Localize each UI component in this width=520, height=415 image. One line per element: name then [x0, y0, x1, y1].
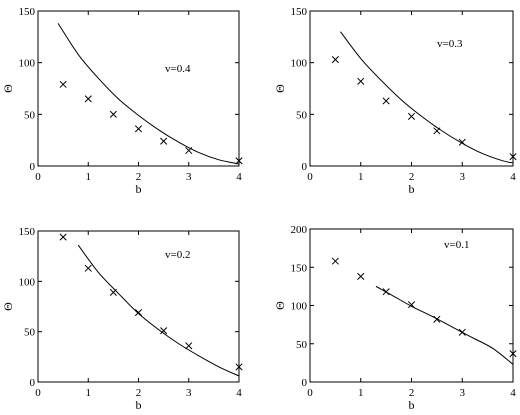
data-point-marker [59, 80, 67, 88]
data-point-marker [160, 327, 168, 335]
chart-panel-3: 0 1 2 3 4 0 50 100 150 b Θv=0.2 [1, 226, 243, 412]
y-axis-label: Θ [1, 84, 15, 93]
x-tick-label: 4 [236, 171, 242, 183]
fit-curve [57, 23, 240, 165]
x-axis-label: b [409, 182, 415, 196]
x-tick-label: 4 [510, 387, 516, 399]
plot-frame [37, 10, 240, 167]
plot-frame [309, 228, 514, 383]
panel-annotation: v=0.2 [165, 249, 190, 261]
data-point-marker [331, 56, 339, 64]
x-axis-label: b [409, 398, 415, 412]
plot-frame [37, 230, 240, 383]
y-tick-label: 100 [291, 301, 308, 313]
data-point-marker [84, 95, 92, 103]
x-tick-label: 4 [236, 387, 242, 399]
x-tick-label: 3 [460, 387, 466, 399]
y-tick-label: 50 [24, 327, 36, 339]
data-point-marker [84, 264, 92, 272]
y-tick-label: 0 [30, 377, 36, 389]
x-tick-label: 1 [86, 387, 92, 399]
y-tick-label: 50 [24, 109, 36, 121]
data-point-marker [59, 233, 67, 241]
data-point-marker [160, 137, 168, 145]
x-tick-label: 3 [186, 171, 192, 183]
data-point-marker [134, 125, 143, 133]
data-point-marker [134, 308, 143, 317]
panel-annotation: v=0.1 [444, 239, 469, 251]
data-point-marker [357, 272, 365, 280]
fit-curve [375, 285, 514, 365]
data-point-marker [357, 77, 365, 85]
data-point-marker [109, 110, 117, 118]
panel-annotation: v=0.3 [437, 38, 463, 50]
panel-annotation: v=0.4 [165, 63, 191, 75]
y-tick-label: 100 [19, 58, 36, 70]
data-point-marker [235, 157, 243, 165]
y-tick-label: 50 [296, 339, 308, 351]
x-tick-label: 0 [35, 171, 41, 183]
data-point-marker [185, 342, 193, 350]
x-tick-label: 1 [358, 171, 364, 183]
y-tick-label: 100 [19, 276, 36, 288]
fit-curve [340, 31, 514, 164]
y-tick-label: 150 [291, 262, 308, 274]
x-tick-label: 1 [86, 171, 92, 183]
y-tick-label: 200 [291, 224, 308, 236]
x-tick-label: 2 [136, 387, 142, 399]
x-tick-label: 2 [409, 387, 415, 399]
y-tick-label: 0 [30, 161, 36, 173]
y-tick-label: 150 [19, 6, 36, 18]
x-tick-label: 4 [510, 171, 516, 183]
chart-panel-2: 0 1 2 3 4 0 50 100 150 b Θv=0.3 [273, 6, 517, 196]
y-tick-label: 0 [302, 161, 308, 173]
plot-frame [309, 10, 514, 167]
x-tick-label: 0 [307, 171, 313, 183]
chart-panel-1: 0 1 2 3 4 0 50 100 150 b Θv=0.4 [1, 6, 243, 196]
x-tick-label: 0 [307, 387, 313, 399]
x-axis-label: b [136, 182, 142, 196]
x-tick-label: 0 [35, 387, 41, 399]
data-point-marker [382, 97, 390, 105]
data-point-marker [509, 153, 517, 161]
data-point-marker [235, 363, 243, 371]
y-axis-label: Θ [1, 302, 15, 311]
x-tick-label: 2 [136, 171, 142, 183]
y-tick-label: 100 [291, 58, 308, 70]
y-tick-label: 0 [302, 377, 308, 389]
y-tick-label: 150 [19, 226, 36, 238]
data-point-marker [407, 112, 416, 120]
y-tick-label: 50 [296, 109, 308, 121]
y-axis-label: Θ [273, 301, 287, 310]
x-tick-label: 3 [186, 387, 192, 399]
data-point-marker [509, 350, 517, 358]
y-axis-label: Θ [273, 84, 287, 93]
x-tick-label: 2 [409, 171, 415, 183]
y-tick-label: 150 [291, 6, 308, 18]
data-point-marker [331, 257, 339, 265]
fit-curve [77, 244, 240, 377]
x-tick-label: 3 [460, 171, 466, 183]
x-axis-label: b [136, 398, 142, 412]
x-tick-label: 1 [358, 387, 364, 399]
chart-panel-4: 0 1 2 3 4 0 50 100 150 200 b Θv=0.1 [273, 224, 517, 412]
